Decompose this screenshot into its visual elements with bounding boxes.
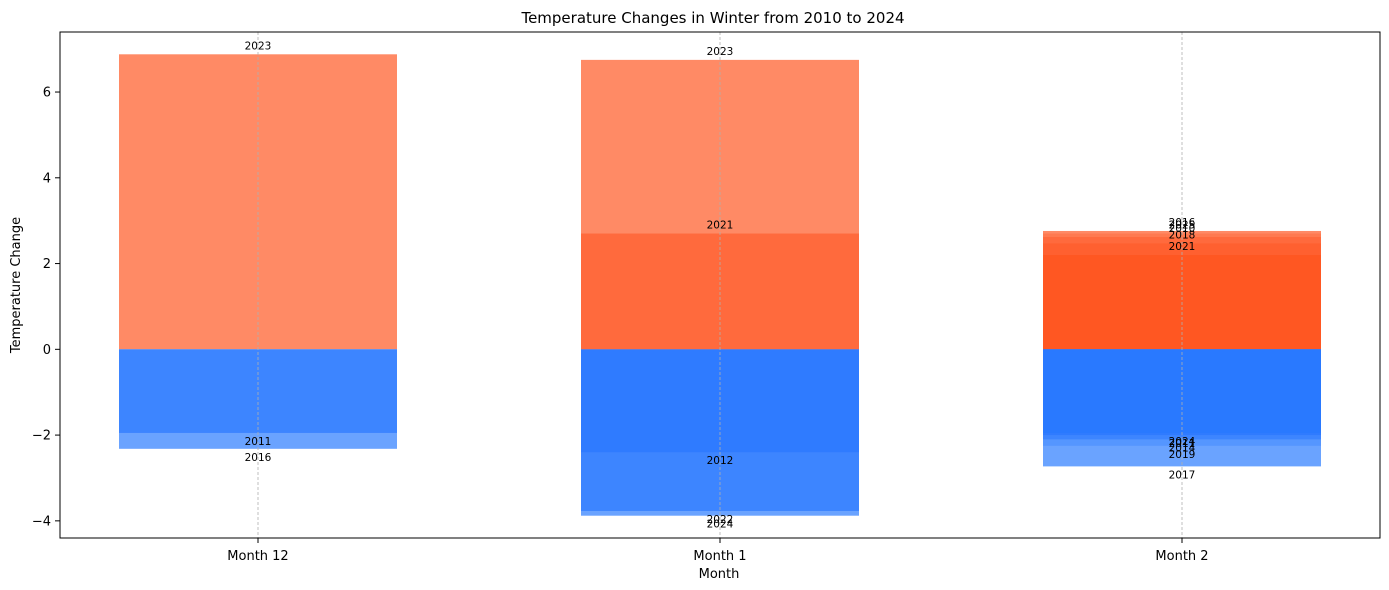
bar-year-label: 2016 <box>245 452 272 464</box>
grid-lines <box>257 32 1183 538</box>
y-axis-label: Temperature Change <box>9 217 24 354</box>
bar-year-label: 2022 <box>707 514 734 526</box>
bar-year-label: 2025 <box>1169 220 1196 232</box>
chart-title: Temperature Changes in Winter from 2010 … <box>520 9 904 27</box>
y-tick-label: −4 <box>32 514 51 529</box>
bar-year-label: 2011 <box>245 436 272 448</box>
y-axis: −4 −2 0 2 4 6 <box>32 86 60 529</box>
bar-segment <box>581 349 859 453</box>
y-tick-label: 4 <box>43 171 51 186</box>
x-axis-label: Month <box>699 567 740 582</box>
bar-segment <box>119 349 397 433</box>
bar-year-label: 2010 <box>1169 223 1196 235</box>
bar-year-label: 2023 <box>707 46 734 58</box>
bar-year-label: 2014 <box>1169 442 1196 454</box>
x-tick-label: Month 2 <box>1155 549 1208 564</box>
bar-year-label: 2018 <box>1169 229 1196 241</box>
bar-year-label: 2021 <box>707 220 734 232</box>
bar-year-label: 2016 <box>1169 217 1196 229</box>
bar-year-label: 2023 <box>245 40 272 52</box>
y-tick-label: 0 <box>43 343 51 358</box>
x-tick-label: Month 12 <box>227 549 288 564</box>
bar-labels: 2023201120162023202120122022202420162025… <box>245 40 1196 530</box>
bar-year-label: 2024 <box>1169 436 1196 448</box>
bar-segment <box>581 233 859 350</box>
bar-year-label: 2024 <box>707 519 734 531</box>
y-tick-label: 6 <box>43 86 51 101</box>
x-axis: Month 12 Month 1 Month 2 <box>227 538 1209 564</box>
y-tick-label: 2 <box>43 257 51 272</box>
bar-year-label: 2019 <box>1169 449 1196 461</box>
y-tick-label: −2 <box>32 429 51 444</box>
x-tick-label: Month 1 <box>693 549 746 564</box>
bar-year-label: 2017 <box>1169 469 1196 481</box>
bar-year-label: 2011 <box>1169 438 1196 450</box>
bar-segment <box>1043 349 1321 433</box>
bar-year-label: 2012 <box>707 455 734 467</box>
bar-year-label: 2021 <box>1169 241 1196 253</box>
